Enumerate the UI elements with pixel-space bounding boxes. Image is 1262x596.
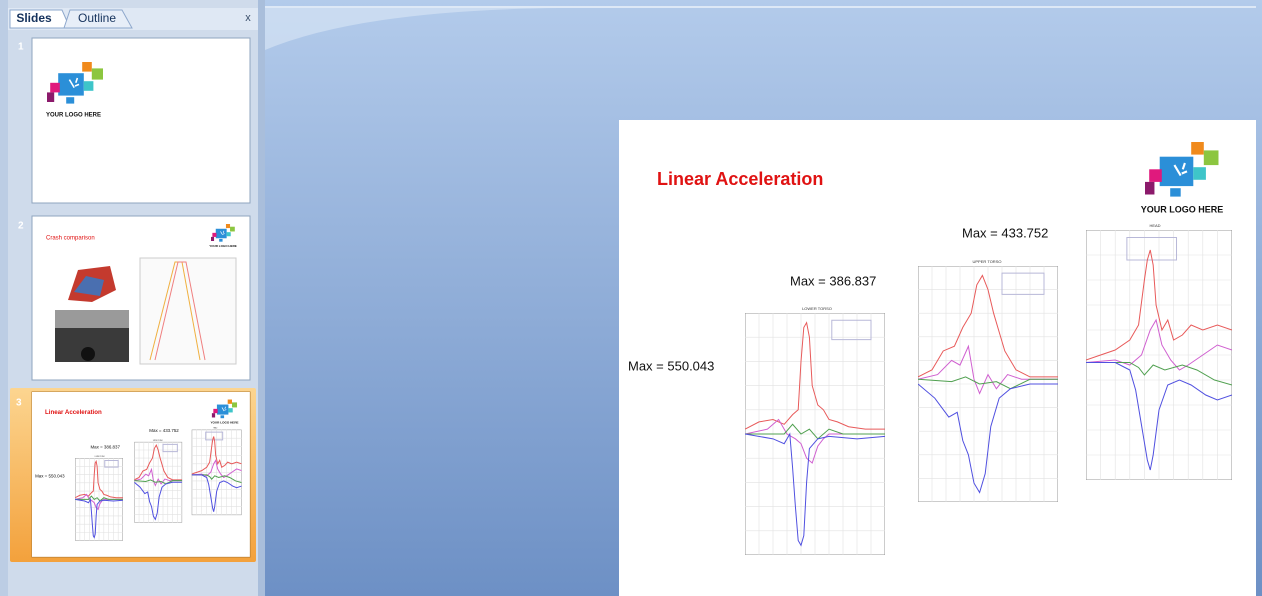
slide-number: 2: [18, 221, 24, 232]
plot-head: [1086, 230, 1232, 480]
thumbnail[interactable]: YOUR LOGO HERE: [31, 37, 251, 204]
logo-text: YOUR LOGO HERE: [46, 113, 101, 119]
close-button[interactable]: x: [245, 12, 251, 24]
thumbnail[interactable]: Crash comparison YOUR LOGO HERE: [31, 215, 251, 381]
max-label: Max = 550.043: [628, 358, 714, 373]
logo-text: YOUR LOGO HERE: [209, 244, 237, 248]
slide-title: Crash comparison: [46, 236, 95, 242]
tab-slides[interactable]: [9, 9, 71, 29]
chart-image: [139, 257, 237, 365]
plot-lower-torso: [745, 313, 885, 555]
background-swoosh: [265, 8, 560, 50]
panel-edge: [0, 0, 8, 596]
plot-title: UPPER TORSO: [973, 259, 1002, 264]
slide-number: 3: [16, 398, 22, 409]
splitter[interactable]: [258, 0, 265, 596]
tab-label[interactable]: Slides: [16, 11, 52, 25]
max-label: Max = 433.752: [962, 225, 1048, 240]
plot-title: LOWER TORSO: [802, 306, 832, 311]
tab-outline[interactable]: [63, 9, 133, 29]
slide-number: 1: [18, 42, 24, 53]
plot-title: HEAD: [1149, 223, 1160, 228]
slide-title: Linear Acceleration: [657, 169, 823, 189]
slide-canvas: Linear Acceleration YOUR LOGO HERE Max =…: [619, 120, 1256, 596]
tab-label[interactable]: Outline: [78, 11, 116, 25]
logo-text: YOUR LOGO HERE: [1141, 204, 1224, 214]
plot-upper-torso: [918, 266, 1058, 502]
max-label: Max = 386.837: [790, 273, 876, 288]
thumbnail[interactable]: [31, 391, 251, 558]
